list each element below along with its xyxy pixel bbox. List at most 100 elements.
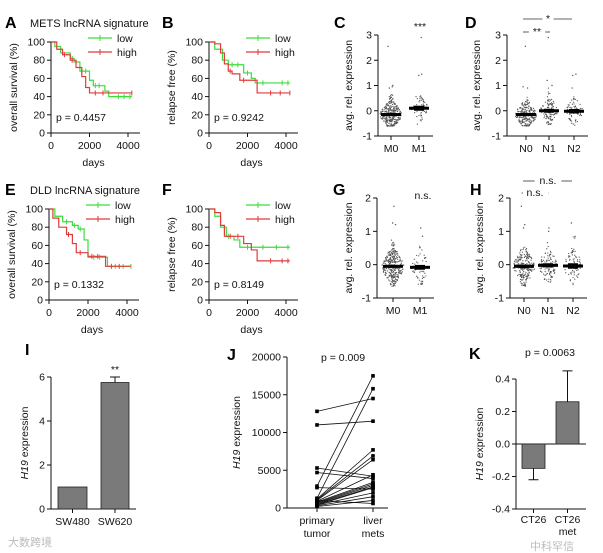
data-point (524, 110, 526, 112)
data-point (526, 273, 528, 275)
data-point (519, 252, 521, 254)
y-tick-label: 80 (191, 55, 203, 67)
data-point (579, 114, 581, 117)
data-point (371, 419, 375, 423)
data-point (388, 263, 390, 265)
bar-SW620 (100, 382, 130, 510)
data-point (523, 121, 525, 124)
data-point (546, 79, 548, 82)
data-point (555, 260, 557, 263)
data-point (383, 268, 385, 270)
x-tick-label: mets (362, 528, 385, 540)
data-point (526, 118, 529, 121)
panel-title: DLD lncRNA signature (30, 185, 140, 197)
x-axis-label: days (81, 324, 103, 336)
data-point (529, 109, 531, 111)
data-point (417, 276, 419, 278)
data-point (521, 116, 523, 119)
data-point (390, 105, 392, 107)
data-point (412, 270, 414, 273)
p-value: p = 0.0063 (525, 347, 575, 359)
data-point (568, 255, 570, 257)
y-tick-label: 80 (33, 55, 45, 67)
data-point (579, 259, 581, 261)
data-point (522, 272, 524, 274)
data-point (421, 249, 423, 251)
data-point (388, 119, 390, 121)
data-point (521, 284, 523, 286)
data-point (550, 99, 552, 101)
data-point (551, 105, 553, 107)
data-point (419, 97, 421, 100)
data-point (385, 263, 387, 265)
data-point (371, 498, 375, 503)
y-tick-label: 60 (33, 73, 45, 85)
y-label-text: overall survival (%) (8, 43, 20, 132)
data-point (315, 409, 319, 414)
data-point (574, 124, 576, 126)
panel-title: METS lncRNA signature (30, 18, 149, 30)
data-point (517, 110, 519, 112)
data-point (546, 117, 548, 119)
data-point (574, 250, 576, 252)
y-tick-label: 20 (191, 109, 203, 121)
data-point (371, 485, 375, 490)
data-point (527, 253, 529, 255)
data-point (520, 276, 523, 278)
y-tick-label: 0 (275, 503, 281, 515)
data-point (393, 101, 395, 103)
data-point (528, 271, 530, 273)
data-point (519, 121, 521, 123)
data-point (396, 109, 398, 111)
data-point (547, 246, 549, 248)
data-point (388, 268, 390, 270)
data-point (571, 87, 573, 89)
data-point (416, 261, 418, 263)
data-point (577, 269, 579, 271)
data-point (522, 247, 525, 249)
paired-line (316, 398, 374, 412)
data-point (555, 262, 557, 265)
data-point (528, 261, 530, 263)
data-point (523, 118, 526, 121)
data-point (418, 101, 420, 103)
data-point (547, 280, 549, 283)
data-point (518, 273, 520, 275)
data-point (544, 101, 547, 103)
y-axis-label: H19 expression (474, 407, 486, 480)
data-point (521, 108, 523, 110)
data-point (570, 222, 573, 224)
data-point (384, 111, 386, 113)
data-point (528, 269, 530, 271)
data-point (386, 104, 389, 106)
data-point (390, 123, 392, 125)
data-point (532, 107, 535, 109)
data-point (541, 260, 543, 263)
data-point (401, 271, 404, 273)
data-point (315, 423, 319, 427)
x-tick-label: N0 (519, 143, 533, 155)
data-point (528, 120, 530, 122)
data-point (425, 260, 427, 263)
y-label-text: expression (231, 396, 243, 447)
data-point (568, 117, 570, 120)
data-point (571, 122, 573, 124)
y-tick-label: 0 (197, 128, 203, 140)
data-point (576, 120, 579, 123)
panel-letter: C (334, 15, 346, 32)
data-point (416, 123, 419, 125)
data-point (570, 107, 572, 109)
data-point (424, 272, 426, 274)
x-tick-label: 0 (48, 140, 54, 152)
data-point (420, 96, 422, 98)
data-point (394, 118, 396, 121)
data-point (390, 118, 393, 120)
data-point (389, 282, 392, 285)
data-point (523, 108, 525, 110)
data-point (399, 267, 401, 270)
data-point (389, 123, 391, 125)
data-point (540, 268, 542, 270)
data-point (520, 123, 522, 125)
data-point (526, 96, 528, 98)
data-point (396, 274, 398, 276)
